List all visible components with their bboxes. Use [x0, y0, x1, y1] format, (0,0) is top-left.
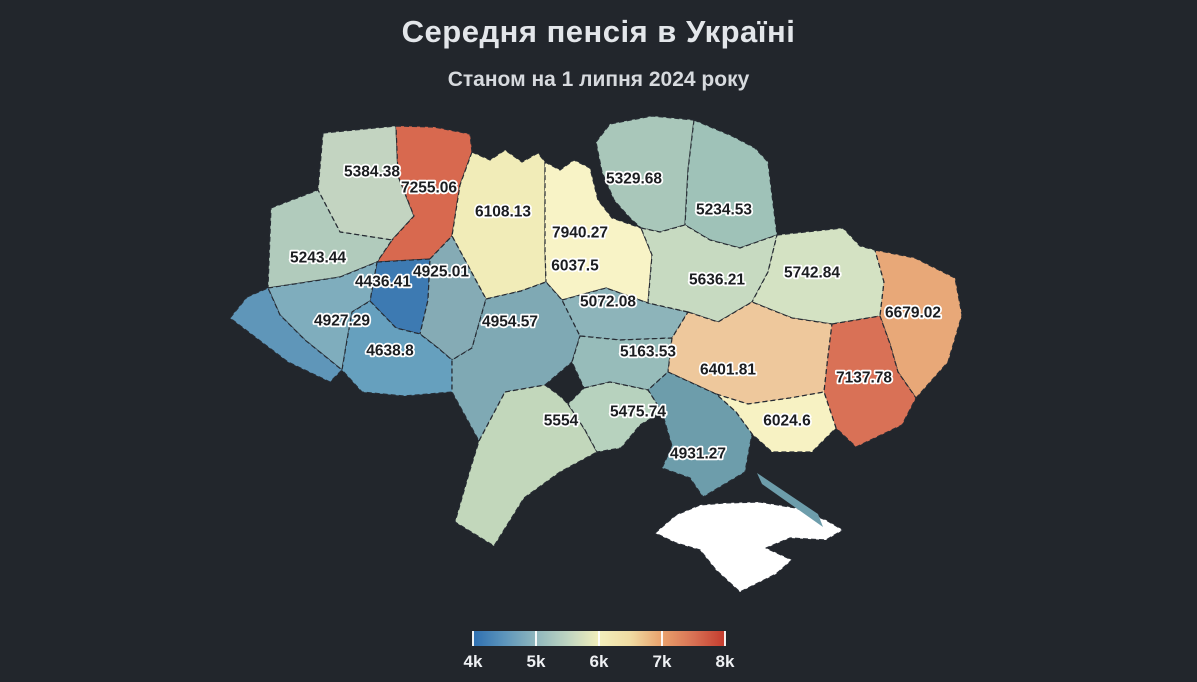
legend-tick-4k: 4k [463, 652, 483, 671]
legend-tick-mark [472, 631, 474, 646]
region-zaporizhzhia[interactable] [715, 391, 837, 453]
region-vinnytsia[interactable] [451, 281, 581, 442]
legend-tick-mark [598, 631, 600, 646]
legend-tick-6k: 6k [589, 652, 609, 671]
region-label-lviv: 5243.44 [290, 250, 346, 267]
region-zakarpattia[interactable] [229, 287, 343, 383]
legend-tick-7k: 7k [652, 652, 672, 671]
legend-gradient-bar [472, 631, 726, 646]
region-label-donetsk: 7137.78 [836, 370, 892, 387]
region-label-kyiv-oblast: 6037.5 [551, 258, 599, 275]
region-sumy[interactable] [684, 119, 778, 249]
region-label-poltava: 5636.21 [689, 272, 745, 289]
arabat-spit-strip [757, 473, 823, 527]
region-label-kirovohrad: 5163.53 [620, 344, 676, 361]
region-chernivtsi[interactable] [341, 300, 453, 397]
legend-tick-8k: 8k [715, 652, 735, 671]
region-label-ternopil: 4436.41 [355, 274, 411, 291]
region-donetsk[interactable] [823, 315, 917, 448]
region-label-volyn: 5384.38 [344, 164, 400, 181]
legend-tick-mark [724, 631, 726, 646]
region-label-vinnytsia: 4954.57 [482, 314, 538, 331]
region-kherson[interactable] [647, 371, 753, 498]
region-lviv[interactable] [267, 189, 393, 289]
region-label-khmelnytskyi: 4925.01 [413, 264, 469, 281]
region-label-zhytomyr: 6108.13 [475, 204, 531, 221]
region-crimea[interactable] [654, 501, 844, 593]
region-label-chernivtsi: 4638.8 [366, 343, 414, 360]
region-label-kherson: 4931.27 [670, 446, 726, 463]
region-label-cherkasy: 5072.08 [580, 294, 636, 311]
region-odesa[interactable] [454, 384, 598, 547]
legend-tick-5k: 5k [526, 652, 546, 671]
region-label-chernihiv: 5329.68 [606, 171, 662, 188]
page-title: Середня пенсія в Україні [401, 14, 796, 49]
region-label-dnipro: 6401.81 [700, 362, 756, 379]
legend-tick-labels: 4k 5k 6k 7k 8k [464, 652, 735, 676]
region-label-mykolaiv: 5475.74 [610, 404, 666, 421]
region-label-zaporizhzhia: 6024.6 [763, 413, 811, 430]
color-scale-legend: 4k 5k 6k 7k 8k [464, 631, 735, 677]
region-label-ivano-frankivsk: 4927.29 [314, 313, 370, 330]
legend-tick-mark [535, 631, 537, 646]
region-label-kyiv-city: 7940.27 [552, 225, 608, 242]
region-poltava[interactable] [640, 224, 778, 323]
region-kharkiv[interactable] [751, 227, 885, 325]
region-label-luhansk: 6679.02 [885, 305, 941, 322]
region-label-sumy: 5234.53 [696, 202, 752, 219]
region-label-kharkiv: 5742.84 [784, 265, 840, 282]
legend-tick-mark [661, 631, 663, 646]
region-label-odesa: 5554 [544, 413, 579, 430]
region-mykolaiv[interactable] [567, 381, 663, 453]
page-subtitle: Станом на 1 липня 2024 року [447, 68, 750, 91]
region-label-rivne: 7255.06 [401, 180, 457, 197]
